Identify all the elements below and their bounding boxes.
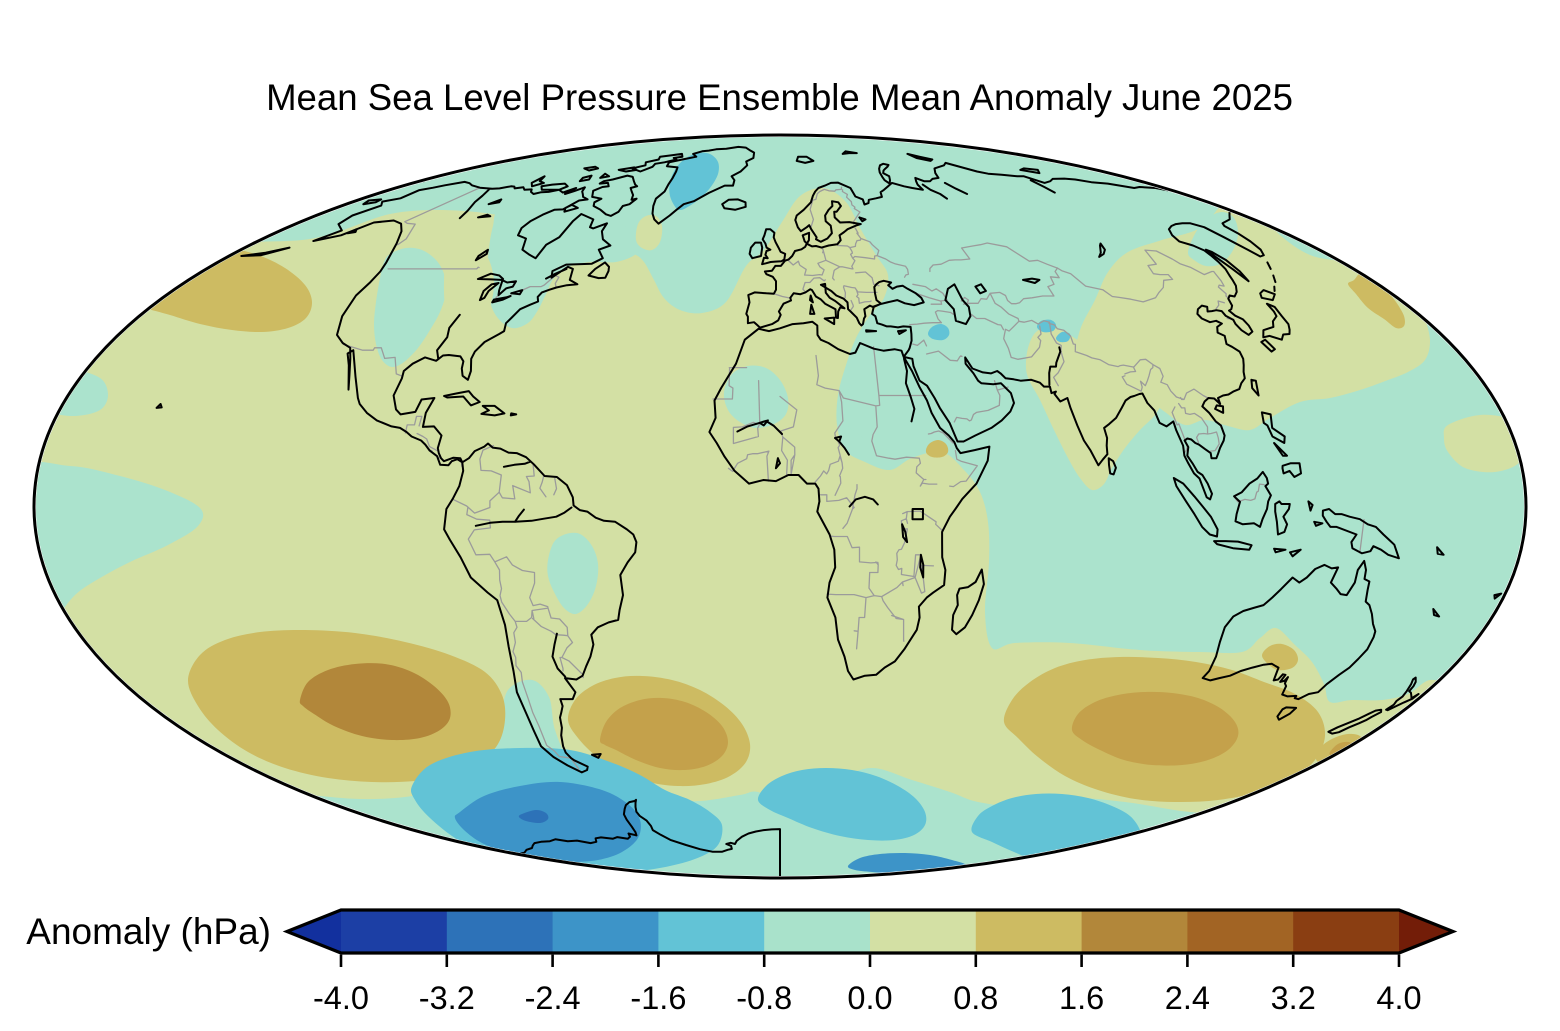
svg-text:4.0: 4.0 — [1376, 980, 1421, 1016]
svg-text:-2.4: -2.4 — [525, 980, 581, 1016]
svg-text:1.6: 1.6 — [1059, 980, 1104, 1016]
svg-text:Anomaly (hPa): Anomaly (hPa) — [26, 911, 271, 952]
svg-text:-4.0: -4.0 — [313, 980, 369, 1016]
svg-text:-1.6: -1.6 — [630, 980, 686, 1016]
svg-text:0.0: 0.0 — [847, 980, 892, 1016]
svg-text:3.2: 3.2 — [1271, 980, 1316, 1016]
svg-text:0.8: 0.8 — [953, 980, 998, 1016]
svg-text:Mean Sea Level Pressure Ensemb: Mean Sea Level Pressure Ensemble Mean An… — [266, 77, 1293, 118]
svg-text:-0.8: -0.8 — [736, 980, 792, 1016]
svg-text:-3.2: -3.2 — [419, 980, 475, 1016]
svg-text:2.4: 2.4 — [1165, 980, 1210, 1016]
